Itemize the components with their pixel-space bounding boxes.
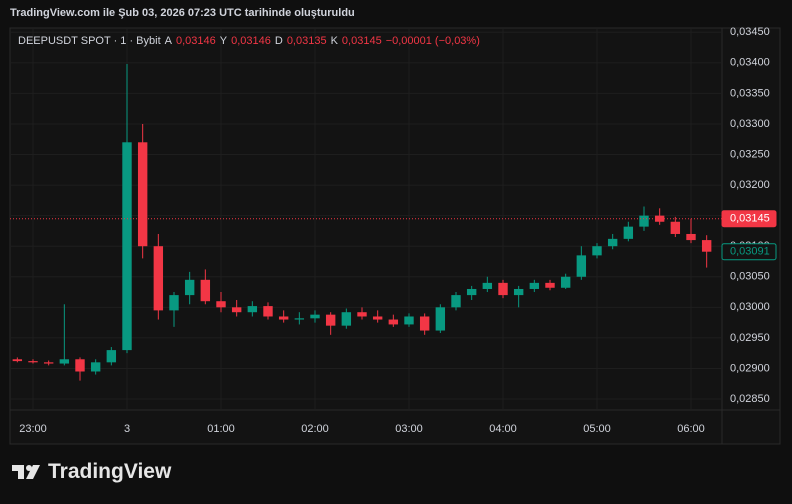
candle-body [686, 233, 696, 241]
candle-body [607, 238, 618, 247]
candle-body [200, 279, 211, 302]
candle-body [404, 316, 414, 325]
legend-key: D [274, 35, 283, 47]
candle-body [466, 288, 477, 296]
candle-body [513, 288, 524, 296]
candle-body [498, 282, 508, 296]
candle-body [75, 359, 85, 372]
candle-body [137, 142, 148, 247]
x-tick-label: 04:00 [489, 423, 517, 435]
candle-body [545, 282, 555, 288]
y-tick-label: 0,03200 [730, 179, 770, 191]
legend: DEEPUSDT SPOT · 1 · Bybit A 0,03146 Y 0,031… [18, 35, 480, 47]
candle-body [153, 246, 164, 311]
candle-body [106, 350, 117, 363]
candle-body [325, 314, 336, 326]
x-tick-label: 06:00 [677, 423, 705, 435]
logo: TradingView [12, 460, 171, 484]
legend-value: 0,03146 [175, 35, 216, 47]
candle-body [294, 318, 305, 320]
candle-body [122, 142, 132, 351]
x-tick-label: 02:00 [301, 423, 329, 435]
price-label-box [721, 243, 777, 261]
y-tick-label: 0,03000 [730, 301, 770, 313]
candle-body [592, 246, 602, 256]
candle-body [231, 307, 242, 313]
candle-body [419, 316, 430, 331]
candle-body [388, 319, 399, 325]
candle-body [654, 215, 665, 222]
candle-body [216, 301, 226, 308]
price-label: 0,03091 [730, 246, 770, 258]
candle-body [529, 282, 540, 289]
candle-body [43, 362, 54, 364]
legend-value: 0,03145 [341, 35, 382, 47]
candle-body [184, 279, 195, 296]
header-title: TradingView.com ile Şub 03, 2026 07:23 U… [10, 7, 355, 19]
candle-body [278, 316, 289, 320]
y-tick-label: 0,02950 [730, 332, 770, 344]
candle-body [623, 226, 634, 239]
y-tick-label: 0,03050 [730, 271, 770, 283]
candle-body [357, 312, 367, 317]
y-tick-label: 0,02900 [730, 362, 770, 374]
y-tick-label: 0,03300 [730, 118, 770, 130]
legend-key: A [164, 35, 172, 47]
x-tick-label: 3 [124, 423, 130, 435]
legend-key: K [330, 35, 338, 47]
candle-body [560, 276, 571, 288]
logo-text: TradingView [48, 460, 172, 483]
legend-key: Y [219, 35, 228, 47]
y-tick-label: 0,03250 [730, 148, 770, 160]
candle-body [263, 306, 273, 317]
candle-body [12, 359, 23, 362]
x-tick-label: 03:00 [395, 423, 423, 435]
candle-body [247, 306, 258, 313]
y-tick-label: 0,03350 [730, 87, 770, 99]
y-tick-label: 0,02850 [730, 393, 770, 405]
candle-body [670, 221, 681, 234]
logo-icon [12, 465, 40, 479]
legend-change: −0,00001 (−0,03%) [385, 35, 480, 47]
candle-body [310, 314, 320, 319]
candle-body [576, 255, 587, 277]
x-tick-label: 23:00 [19, 423, 47, 435]
candle-body [59, 359, 70, 364]
candle-body [90, 362, 101, 372]
candle-body [639, 215, 649, 227]
legend-value: 0,03146 [231, 35, 271, 47]
candle-body [482, 282, 493, 289]
legend-value: 0,03135 [286, 35, 327, 47]
price-label-box [721, 210, 777, 228]
candle-body [701, 240, 712, 252]
candle-body [341, 312, 352, 326]
candle-body [28, 361, 38, 363]
y-tick-label: 0,03400 [730, 57, 770, 69]
x-tick-label: 05:00 [583, 423, 611, 435]
candle-body [435, 307, 446, 331]
candle-body [169, 295, 179, 311]
y-tick-label: 0,03450 [730, 26, 770, 38]
candle-body [451, 295, 461, 308]
price-label: 0,03145 [730, 213, 770, 225]
candle-body [372, 316, 383, 320]
x-tick-label: 01:00 [207, 423, 235, 435]
symbol: DEEPUSDT SPOT · 1 · Bybit [18, 35, 161, 47]
